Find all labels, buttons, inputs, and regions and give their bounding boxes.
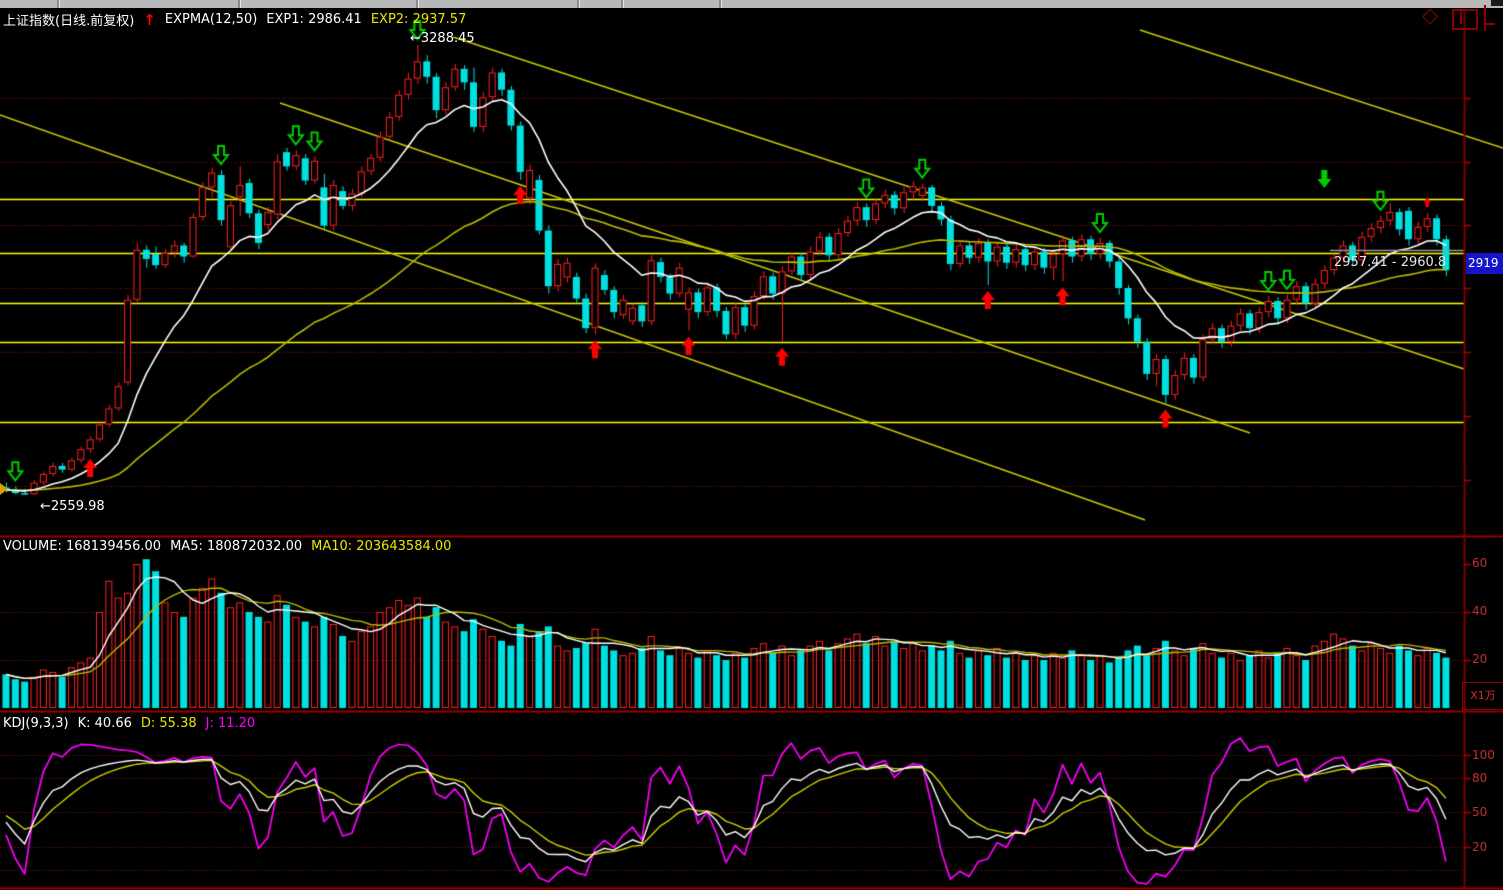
volume-axis-tick-60: 60 <box>1472 556 1488 570</box>
toolbar-separator <box>416 0 419 8</box>
kdj-axis-tick-50: 50 <box>1472 805 1488 819</box>
peak-price-label: ←3288.45 <box>410 31 475 46</box>
kdj-j-readout: J: 11.20 <box>205 716 256 731</box>
crosshair-line-icon[interactable] <box>1484 5 1498 31</box>
toolbar-separator <box>57 0 60 8</box>
indicator-name[interactable]: EXPMA(12,50) <box>164 12 258 27</box>
toolbar-separator <box>577 0 580 8</box>
symbol-title[interactable]: 上证指数(日线.前复权) <box>3 14 135 29</box>
exp2-readout: EXP2: 2937.57 <box>370 12 467 27</box>
top-toolbar-strip <box>0 0 1503 10</box>
crosshair-line-foot <box>1486 23 1495 25</box>
expma-up-arrow-icon: ↑ <box>143 10 156 29</box>
exp1-readout: EXP1: 2986.41 <box>266 12 362 27</box>
last-price-badge: 2919 <box>1466 253 1503 274</box>
price-range-label: 2957.41 - 2960.8 <box>1334 255 1447 270</box>
volume-ma10-readout: MA10: 203643584.00 <box>311 539 452 554</box>
window-corner-notch <box>1491 0 1503 6</box>
kdj-indicator-name[interactable]: KDJ(9,3,3) <box>3 716 69 731</box>
kdj-axis-tick-20: 20 <box>1472 840 1488 854</box>
left-edge-triangle-marker <box>0 483 8 495</box>
low-price-label: ←2559.98 <box>40 499 105 514</box>
toolbar-separator <box>238 0 241 8</box>
kdj-k-readout: K: 40.66 <box>77 716 132 731</box>
volume-axis-tick-20: 20 <box>1472 652 1488 666</box>
split-window-icon[interactable] <box>1452 9 1478 30</box>
main-chart-header: 上证指数(日线.前复权) ↑ EXPMA(12,50) EXP1: 2986.4… <box>3 10 467 30</box>
volume-ma5-readout: MA5: 180872032.00 <box>170 539 303 554</box>
toolbar-separator <box>621 0 624 8</box>
kdj-axis-tick-80: 80 <box>1472 771 1488 785</box>
kdj-d-readout: D: 55.38 <box>140 716 197 731</box>
volume-pane-header: VOLUME: 168139456.00 MA5: 180872032.00 M… <box>3 539 451 554</box>
volume-axis-tick-40: 40 <box>1472 604 1488 618</box>
kdj-pane-header: KDJ(9,3,3) K: 40.66 D: 55.38 J: 11.20 <box>3 716 255 731</box>
kdj-axis-tick-100: 100 <box>1472 748 1495 762</box>
toolbar-separator <box>719 0 722 8</box>
volume-unit-box: X1万 <box>1462 682 1503 710</box>
split-window-divider <box>1460 11 1462 24</box>
diamond-tool-icon[interactable]: ◇ <box>1422 3 1439 27</box>
volume-readout: VOLUME: 168139456.00 <box>3 539 162 554</box>
